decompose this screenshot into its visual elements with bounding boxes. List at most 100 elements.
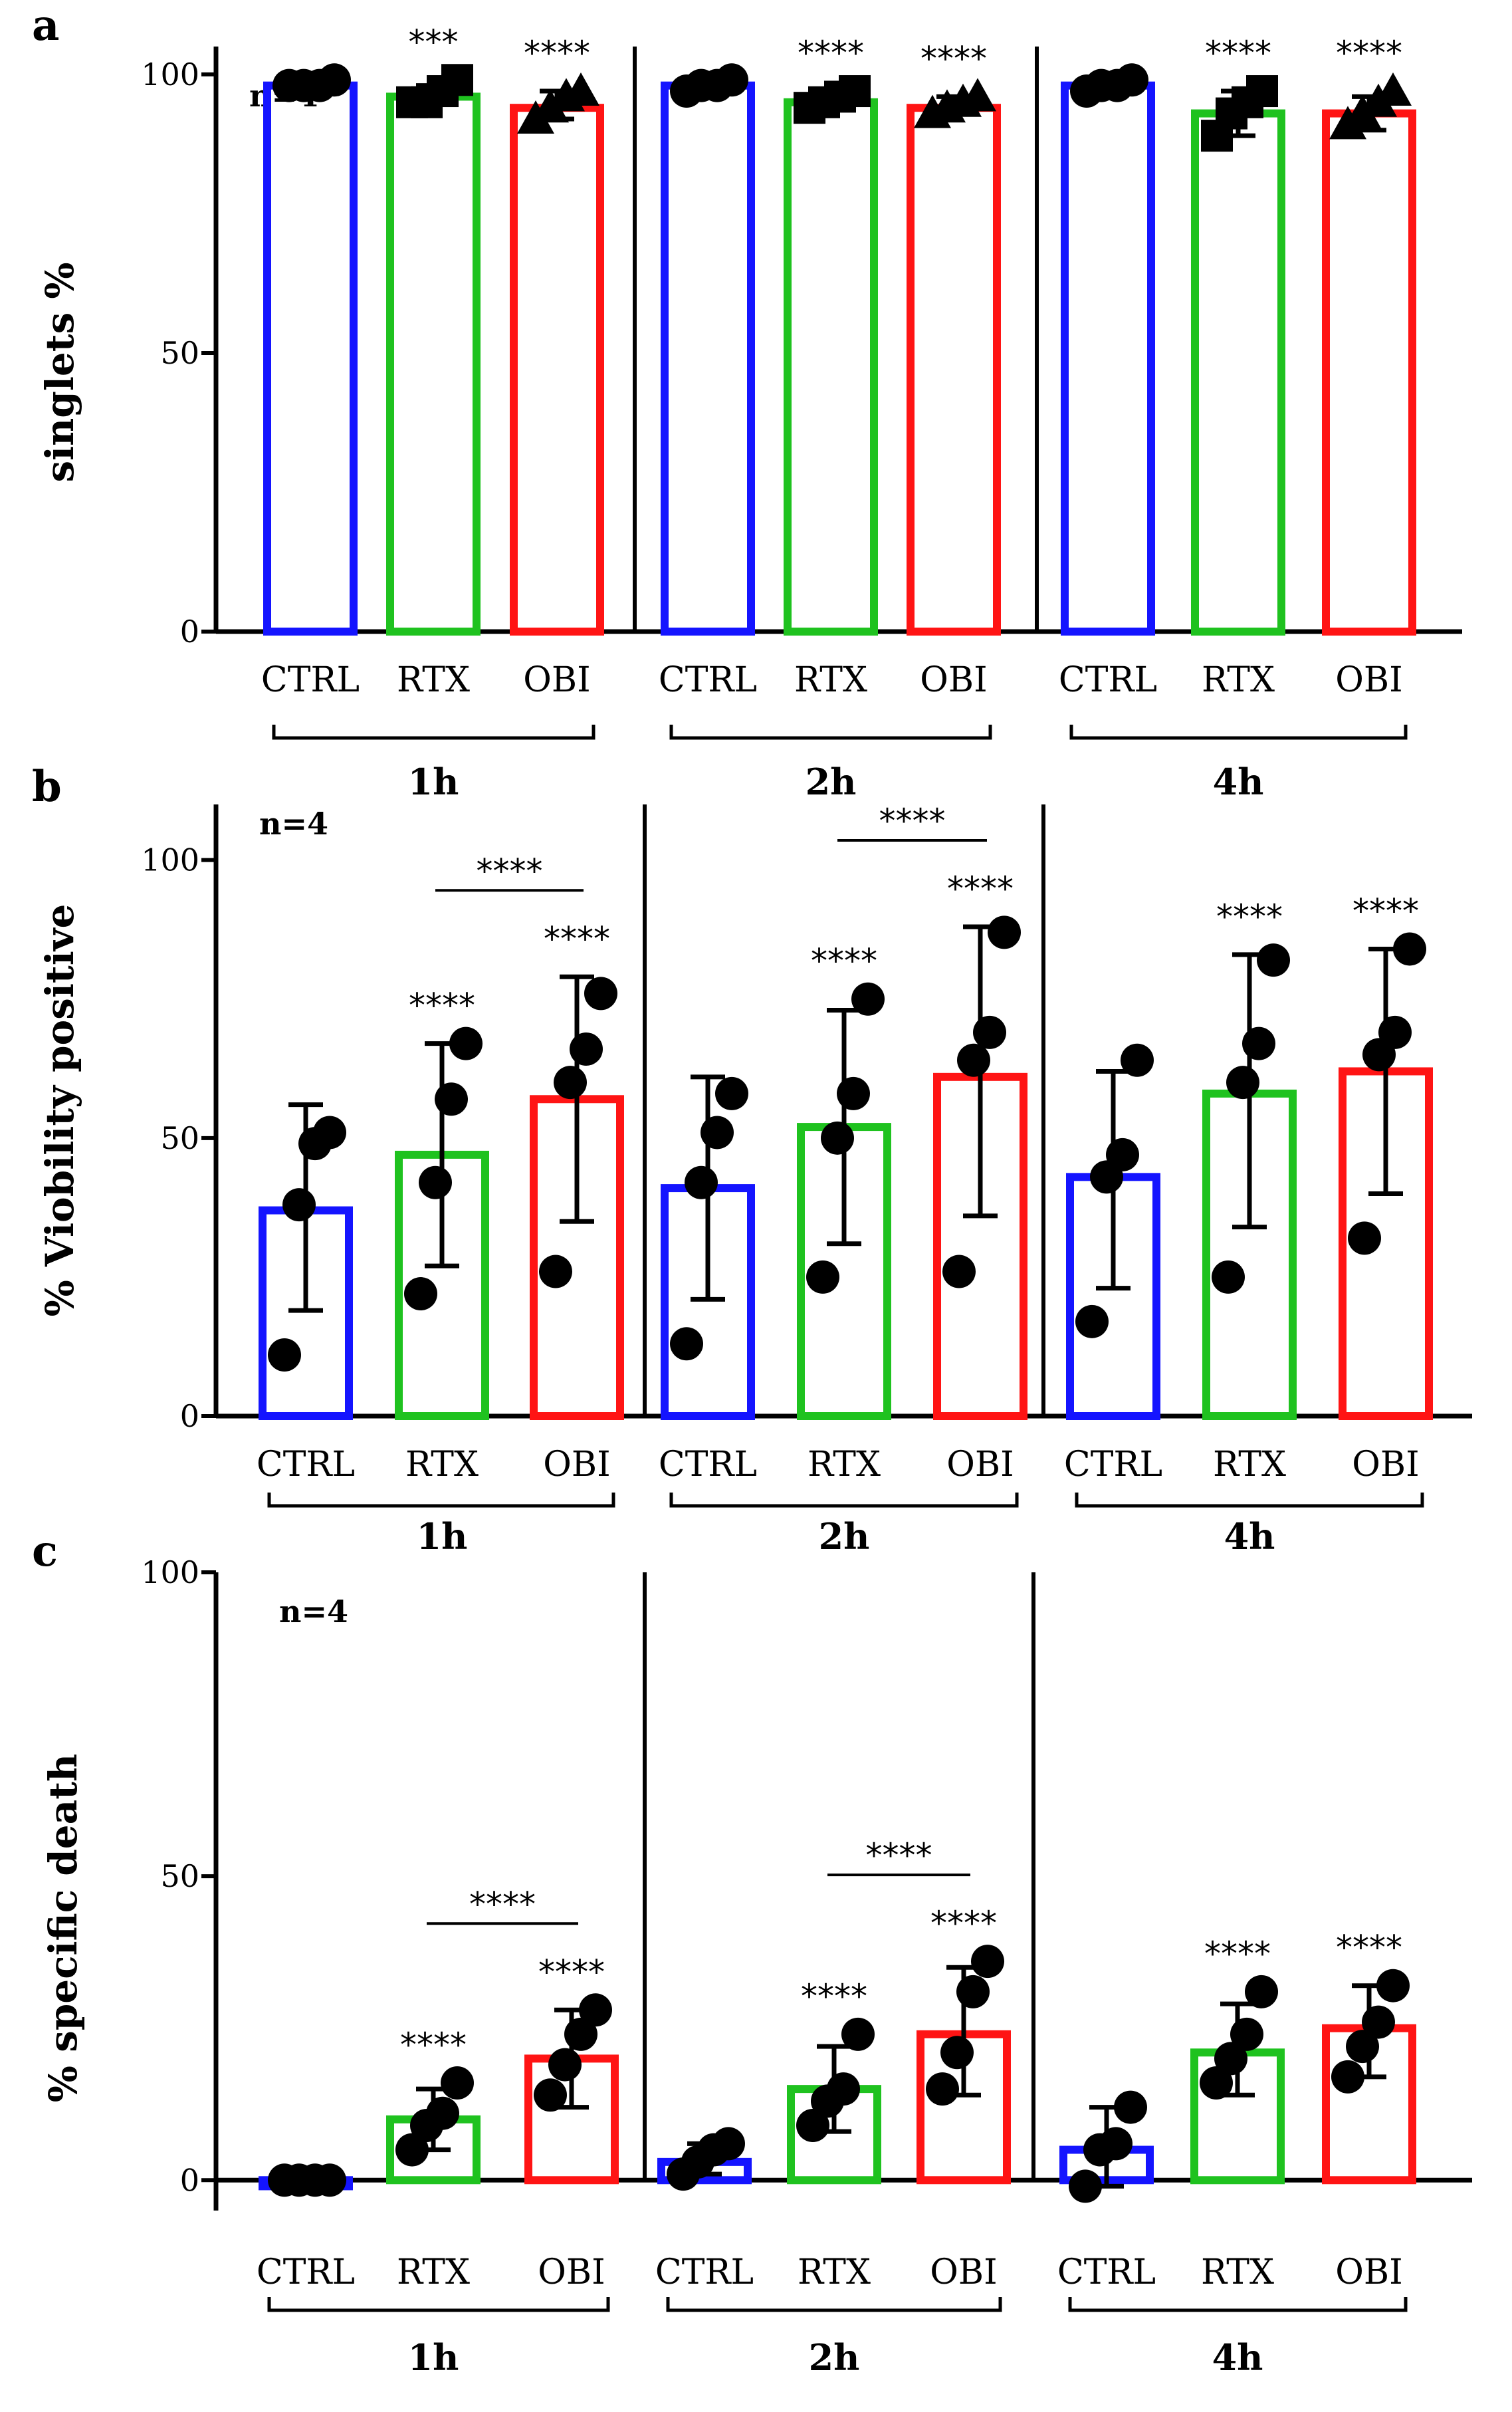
panel-b-n-label: n=4 [259, 806, 328, 842]
data-point [404, 1277, 437, 1310]
panel-a-category-label: RTX [794, 660, 867, 700]
data-point [712, 2127, 745, 2161]
group-brace [1068, 2297, 1408, 2312]
significance-label: **** [1205, 34, 1271, 72]
data-point [959, 78, 996, 112]
data-point [701, 1116, 734, 1149]
data-point [313, 1116, 346, 1149]
panel-a-bar-2h-RTX [784, 98, 878, 636]
significance-label: **** [1336, 34, 1402, 72]
panel-a-bar-4h-CTRL [1061, 81, 1155, 636]
data-point [1346, 2030, 1379, 2064]
significance-label: **** [544, 919, 610, 958]
panel-c-y-tick-label: 0 [180, 2162, 199, 2198]
panel-b-category-label: RTX [808, 1445, 881, 1485]
data-point [282, 1188, 316, 1222]
panel-a-group-label: 1h [408, 761, 459, 803]
significance-label: **** [801, 1977, 867, 2016]
panel-a-group-label: 2h [806, 761, 857, 803]
data-point [715, 1076, 748, 1110]
group-brace [669, 1493, 1019, 1508]
panel-a-bar-1h-OBI [510, 104, 604, 636]
data-point [1378, 1015, 1412, 1049]
panel-a-category-label: OBI [523, 660, 590, 700]
data-point [971, 1945, 1004, 1979]
data-point [1099, 2127, 1133, 2161]
significance-label: **** [1352, 892, 1419, 930]
panel-c-category-label: RTX [1201, 2252, 1274, 2292]
data-point [1121, 1043, 1154, 1077]
panel-a-bar-1h-CTRL [263, 81, 358, 636]
data-point [554, 1066, 587, 1100]
panel-c-n-label: n=4 [279, 1594, 348, 1629]
significance-label: **** [1204, 1935, 1271, 1973]
significance-label: **** [524, 34, 590, 72]
panel-a-category-label: OBI [1335, 660, 1402, 700]
data-point [1200, 2066, 1233, 2100]
data-point [1348, 1221, 1381, 1255]
data-point [851, 982, 885, 1016]
significance-label: *** [409, 23, 459, 61]
data-point [1075, 1304, 1109, 1338]
data-point [419, 1165, 452, 1199]
data-point [570, 1032, 603, 1066]
panel-a-y-tick-label: 50 [160, 335, 199, 371]
panel-c-group-label: 4h [1212, 2336, 1263, 2379]
panel-b-y-tick-label: 100 [141, 842, 199, 878]
data-point [532, 89, 569, 123]
significance-label: **** [920, 39, 987, 78]
comparison-significance: **** [879, 802, 946, 840]
data-point [685, 1165, 718, 1199]
panel-b-category-label: CTRL [1064, 1445, 1162, 1485]
comparison-significance: **** [469, 1885, 536, 1923]
data-point [1393, 932, 1426, 966]
data-point [715, 63, 748, 97]
panel-a-letter: a [32, 1, 59, 51]
data-point [837, 1076, 870, 1110]
data-point [1257, 943, 1290, 977]
data-point [1242, 1026, 1275, 1060]
panel-c-category-label: CTRL [655, 2252, 754, 2292]
significance-label: **** [409, 987, 475, 1025]
data-point [1344, 94, 1381, 128]
group-brace [1069, 725, 1408, 740]
data-point [841, 2017, 875, 2051]
data-point [435, 1082, 468, 1116]
panel-a-category-label: RTX [1202, 660, 1275, 700]
data-point [957, 1043, 990, 1077]
data-point [548, 2048, 582, 2082]
group-brace [267, 1493, 615, 1508]
data-point [579, 1993, 612, 2027]
panel-c-category-label: CTRL [257, 2252, 355, 2292]
data-point [441, 2066, 474, 2100]
panel-a-category-label: CTRL [659, 660, 757, 700]
data-point [1226, 1066, 1259, 1100]
panel-b-category-label: OBI [1352, 1445, 1419, 1485]
data-point [441, 64, 473, 96]
panel-c-category-label: RTX [798, 2252, 871, 2292]
data-point [1376, 1969, 1410, 2002]
panel-a-category-label: OBI [920, 660, 987, 700]
significance-label: **** [1336, 1929, 1402, 1967]
data-point [562, 72, 599, 106]
panel-a-bar-2h-CTRL [661, 81, 755, 636]
comparison-significance: **** [477, 852, 543, 890]
significance-label: **** [1216, 898, 1283, 936]
panel-a-y-tick-label: 100 [141, 57, 199, 92]
panel-c-category-label: CTRL [1057, 2252, 1156, 2292]
panel-c-y-axis-label: % specific death [41, 1754, 86, 2102]
panel-c-category-label: RTX [397, 2252, 470, 2292]
panel-a-category-label: RTX [397, 660, 470, 700]
panel-a-category-label: CTRL [261, 660, 360, 700]
group-brace [272, 725, 595, 740]
panel-a-y-axis-label: singlets % [37, 262, 82, 482]
panel-c-category-label: OBI [930, 2252, 997, 2292]
panel-b-category-label: RTX [1213, 1445, 1286, 1485]
panel-c-y-tick-label: 100 [141, 1554, 199, 1590]
panel-b-category-label: OBI [946, 1445, 1014, 1485]
significance-label: **** [811, 942, 877, 981]
panel-c-y-tick-label: 50 [160, 1858, 199, 1894]
significance-label: **** [947, 870, 1014, 908]
data-point [1106, 1138, 1139, 1171]
